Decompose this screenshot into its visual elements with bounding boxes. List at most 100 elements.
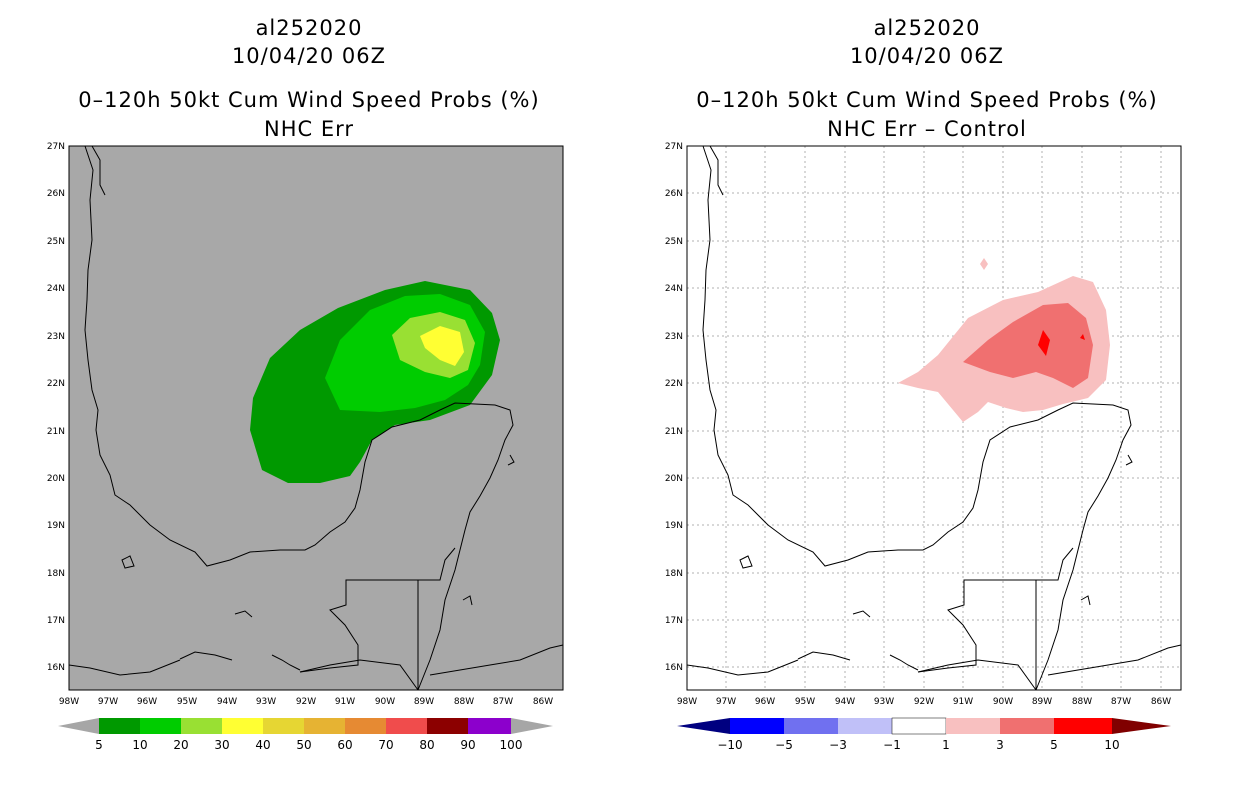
- subtitle: NHC Err: [263, 117, 354, 141]
- lat-label: 18N: [47, 569, 65, 579]
- colorbar-label: 5: [95, 738, 103, 752]
- lat-label: 18N: [665, 569, 683, 579]
- datetime: 10/04/20 06Z: [849, 44, 1005, 68]
- left-panel: al252020 10/04/20 06Z 0–120h 50kt Cum Wi…: [47, 16, 564, 752]
- lon-label: 88W: [1072, 697, 1092, 707]
- lon-label: 95W: [795, 697, 815, 707]
- lon-label: 93W: [874, 697, 894, 707]
- colorbar-swatch: [304, 718, 345, 734]
- lon-label: 95W: [177, 697, 197, 707]
- lat-label: 25N: [665, 237, 683, 247]
- colorbar-label: −1: [883, 738, 901, 752]
- lat-label: 19N: [47, 521, 65, 531]
- colorbar-swatch: [946, 718, 1000, 734]
- product-title: 0–120h 50kt Cum Wind Speed Probs (%): [696, 88, 1158, 112]
- right-panel: al252020 10/04/20 06Z 0–120h 50kt Cum Wi…: [618, 0, 1236, 800]
- colorbar-swatch: [263, 718, 304, 734]
- lon-label: 91W: [335, 697, 355, 707]
- lon-label: 90W: [375, 697, 395, 707]
- left-colorbar: 5 10 20 30 40 50 60 70 80 90 100: [58, 718, 553, 752]
- colorbar-label: 40: [255, 738, 270, 752]
- colorbar-label: −3: [829, 738, 847, 752]
- lon-label: 96W: [755, 697, 775, 707]
- probability-contours: [250, 281, 500, 483]
- colorbar-swatch: [222, 718, 263, 734]
- lat-label: 23N: [665, 332, 683, 342]
- grid-lines: [687, 146, 1181, 690]
- datetime: 10/04/20 06Z: [231, 44, 387, 68]
- lat-label: 24N: [47, 284, 65, 294]
- lat-label: 26N: [665, 189, 683, 199]
- colorbar-label: 60: [337, 738, 352, 752]
- colorbar-over: [511, 718, 553, 734]
- lon-label: 94W: [217, 697, 237, 707]
- colorbar-swatch: [838, 718, 892, 734]
- colorbar-label: 10: [132, 738, 147, 752]
- contour-1-small: [980, 258, 988, 270]
- lat-label: 17N: [47, 616, 65, 626]
- difference-contours: [898, 258, 1110, 422]
- colorbar-swatch: [427, 718, 468, 734]
- colorbar-label: 20: [173, 738, 188, 752]
- lat-label: 26N: [47, 189, 65, 199]
- colorbar-swatch: [891, 717, 947, 735]
- lat-label: 16N: [665, 663, 683, 673]
- lon-labels: 98W 97W 96W 95W 94W 93W 92W 91W 90W 89W …: [59, 697, 553, 707]
- colorbar-label: 3: [996, 738, 1004, 752]
- colorbar-under: [677, 718, 730, 734]
- lat-label: 23N: [47, 332, 65, 342]
- lon-label: 87W: [1111, 697, 1131, 707]
- right-map-svg: 27N 26N 25N 24N 23N 22N 21N 20N 19N 18N …: [665, 142, 1182, 752]
- colorbar-under: [58, 718, 99, 734]
- colorbar-swatch: [181, 718, 222, 734]
- contour-5-small: [1080, 334, 1085, 340]
- coastline: [686, 145, 1182, 691]
- lat-label: 17N: [665, 616, 683, 626]
- lon-label: 96W: [137, 697, 157, 707]
- colorbar-swatch: [1054, 718, 1112, 734]
- lat-label: 20N: [47, 474, 65, 484]
- colorbar-label: 10: [1104, 738, 1119, 752]
- lat-label: 20N: [665, 474, 683, 484]
- lat-label: 22N: [47, 379, 65, 389]
- map-frame: [686, 145, 1182, 691]
- colorbar-swatch: [386, 718, 427, 734]
- lat-label: 27N: [665, 142, 683, 152]
- colorbar-label: 1: [942, 738, 950, 752]
- lon-label: 92W: [914, 697, 934, 707]
- lon-label: 97W: [716, 697, 736, 707]
- colorbar-label: 5: [1050, 738, 1058, 752]
- lat-labels: 27N 26N 25N 24N 23N 22N 21N 20N 19N 18N …: [665, 142, 683, 673]
- lat-label: 27N: [47, 142, 65, 152]
- lon-label: 92W: [296, 697, 316, 707]
- country-borders: [917, 547, 1074, 690]
- left-map-svg: 27N 26N 25N 24N 23N 22N 21N 20N 19N 18N …: [47, 142, 564, 752]
- lon-label: 89W: [1032, 697, 1052, 707]
- coastline: [68, 145, 564, 691]
- contour-30: [420, 326, 464, 366]
- lon-label: 86W: [533, 697, 553, 707]
- colorbar-swatch: [468, 718, 511, 734]
- lon-label: 87W: [493, 697, 513, 707]
- lat-label: 21N: [47, 427, 65, 437]
- subtitle: NHC Err – Control: [827, 117, 1027, 141]
- map-background: [687, 146, 1181, 690]
- contour-3: [963, 303, 1093, 388]
- map-frame: [68, 145, 564, 691]
- lat-labels: 27N 26N 25N 24N 23N 22N 21N 20N 19N 18N …: [47, 142, 65, 673]
- right-colorbar: −10 −5 −3 −1 1 3 5 10: [677, 717, 1171, 752]
- colorbar-over: [1112, 718, 1171, 734]
- lat-label: 19N: [665, 521, 683, 531]
- product-title: 0–120h 50kt Cum Wind Speed Probs (%): [78, 88, 540, 112]
- lat-label: 24N: [665, 284, 683, 294]
- colorbar-swatch: [140, 718, 181, 734]
- colorbar-label: 50: [296, 738, 311, 752]
- colorbar-label: 80: [419, 738, 434, 752]
- lon-label: 98W: [59, 697, 79, 707]
- colorbar-label: 100: [500, 738, 523, 752]
- lon-label: 89W: [414, 697, 434, 707]
- colorbar-label: 30: [214, 738, 229, 752]
- colorbar-label: 90: [460, 738, 475, 752]
- lon-label: 88W: [454, 697, 474, 707]
- colorbar-label: −10: [717, 738, 742, 752]
